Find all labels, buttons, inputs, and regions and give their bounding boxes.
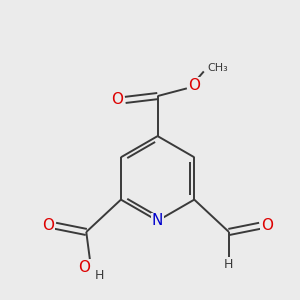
- Text: N: N: [152, 213, 163, 228]
- Text: O: O: [189, 78, 201, 93]
- Text: O: O: [78, 260, 90, 275]
- Text: H: H: [95, 268, 104, 282]
- Text: O: O: [261, 218, 273, 233]
- Text: H: H: [224, 258, 234, 271]
- Text: CH₃: CH₃: [207, 63, 228, 73]
- Text: O: O: [112, 92, 124, 107]
- Text: O: O: [43, 218, 55, 233]
